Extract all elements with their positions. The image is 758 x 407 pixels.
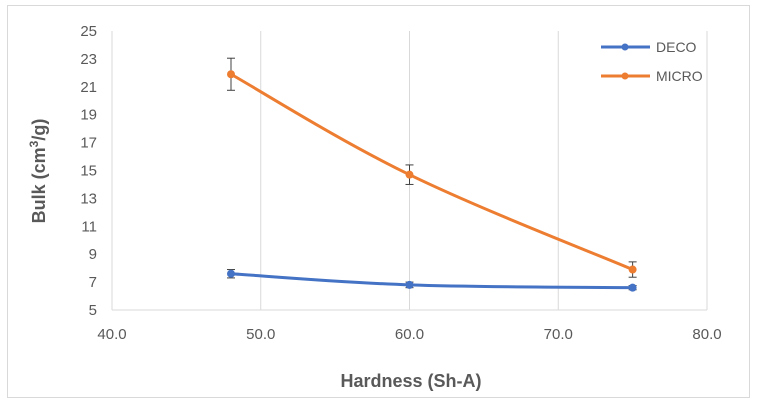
y-axis-title: Bulk (cm3/g) [27, 119, 49, 224]
y-tick-label: 19 [80, 107, 97, 124]
y-tick-label: 5 [89, 302, 97, 319]
legend-label-deco: DECO [656, 39, 697, 55]
series-line-deco [229, 272, 635, 290]
y-tick-label: 25 [80, 23, 97, 40]
x-tick-label: 60.0 [395, 326, 424, 343]
y-tick-label: 9 [89, 246, 97, 263]
y-tick-label: 7 [89, 274, 97, 291]
data-point-deco [628, 283, 637, 292]
data-point-micro [227, 70, 235, 79]
y-tick-label: 15 [80, 163, 97, 180]
y-tick-label: 13 [80, 190, 97, 207]
legend-label-micro: MICRO [656, 68, 703, 84]
legend-marker-micro [621, 72, 629, 80]
y-axis-title-main: Bulk (cm [29, 147, 49, 223]
data-point-deco [405, 280, 414, 289]
data-point-micro [405, 170, 414, 179]
x-tick-label: 70.0 [544, 326, 573, 343]
grid [111, 31, 708, 310]
y-axis-title-sup: 3 [27, 140, 41, 147]
series [227, 57, 637, 292]
y-tick-label: 21 [80, 79, 97, 96]
x-tick-label: 80.0 [692, 326, 721, 343]
y-tick-label: 11 [81, 218, 97, 235]
data-point-deco [227, 269, 235, 278]
chart-frame [7, 5, 750, 398]
x-tick-label: 40.0 [97, 326, 126, 343]
y-axis-title-tail: /g) [29, 119, 49, 141]
axes: 40.0 50.0 60.0 70.0 80.0 5 7 9 11 13 15 17 19 21 23 25 [80, 23, 721, 343]
x-axis-title: Hardness (Sh-A) [340, 371, 481, 391]
y-tick-label: 23 [80, 51, 97, 68]
legend: DECO MICRO [601, 39, 703, 84]
series-line-micro [229, 72, 635, 272]
y-tick-label: 17 [80, 135, 97, 152]
x-tick-label: 50.0 [246, 326, 275, 343]
legend-marker-deco [621, 43, 629, 51]
data-point-micro [628, 265, 637, 274]
